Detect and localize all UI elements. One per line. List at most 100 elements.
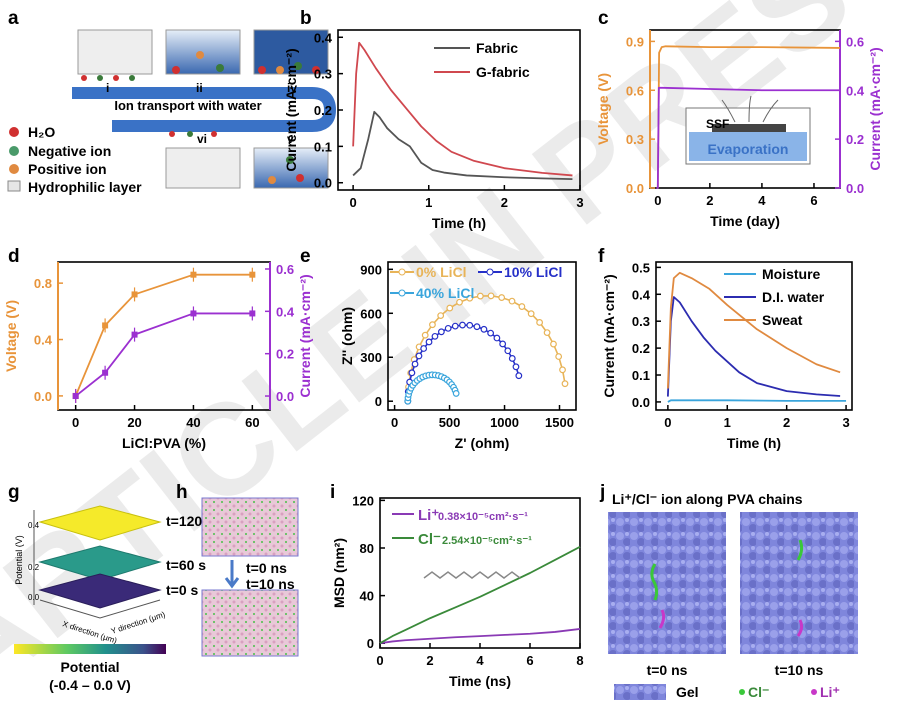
y2-tick-label-c: 0.2 [846, 132, 864, 147]
chart-e: 0 500 1000 1500 0 300 600 900 Z' (ohm) Z'' (ohm) [339, 261, 577, 451]
y-tick-label-e: 300 [360, 350, 382, 365]
series-line-c-1 [656, 86, 840, 189]
y-tick-label-b: 0.2 [314, 103, 332, 118]
legend-di-water: D.I. water [762, 289, 825, 305]
data-point-e-1 [493, 334, 501, 342]
data-point-e-0 [498, 294, 506, 301]
data-point-e-1 [444, 324, 452, 332]
beaker-v [253, 147, 329, 189]
legend-h2o: H₂O [28, 124, 55, 140]
panel-h-md: t=0 ns t=10 ns [201, 497, 299, 657]
data-point-e-0 [437, 312, 445, 320]
x-tick-label-i: 0 [376, 653, 383, 668]
ion-markers [81, 51, 320, 184]
panel-c-inset: SSF Evaporation [685, 95, 811, 165]
legend-marker-40licl [398, 289, 406, 297]
g-ylabel: Potential (V) [14, 535, 24, 585]
panel-label-g: g [8, 482, 20, 503]
y2-axis-title-d: Current (mA·cm⁻²) [297, 274, 313, 397]
panel-label-b: b [300, 8, 312, 29]
g-label-t0: t=0 s [166, 582, 199, 598]
x-tick-label-f: 1 [724, 415, 731, 430]
data-point-e-1 [431, 332, 439, 340]
data-point-e-0 [555, 353, 563, 360]
inset-water [689, 132, 807, 161]
stage-vi: vi [197, 132, 207, 146]
y-axis-title-c: Voltage (V) [595, 73, 611, 145]
data-point-e-1 [420, 345, 428, 352]
stage-i: i [106, 81, 109, 95]
x-axis-title-d: LiCl:PVA (%) [122, 435, 206, 451]
x-tick-label-i: 8 [576, 653, 583, 668]
data-point-e-0 [550, 340, 557, 348]
data-point-e-1 [480, 325, 488, 333]
panel-j-snapshots: Li⁺/Cl⁻ ion along PVA chains t=0 ns t=10… [608, 491, 858, 700]
panel-label-c: c [598, 8, 609, 29]
x-tick-label-c: 6 [810, 193, 817, 208]
y-tick-label-i: 40 [360, 589, 374, 604]
data-point-e-1 [425, 338, 433, 346]
y-tick-label-c: 0.9 [626, 34, 644, 49]
legend-marker-10licl [486, 268, 494, 276]
surface-t120 [38, 505, 162, 541]
x-axis-title-e: Z' (ohm) [455, 435, 510, 451]
y2-tick-label-d: 0.6 [276, 262, 294, 277]
data-point-e-0 [508, 297, 516, 305]
data-point-e-1 [408, 369, 416, 377]
y2-tick-label-d: 0.2 [276, 347, 294, 362]
data-point-e-1 [504, 347, 512, 355]
data-point-e-0 [466, 294, 474, 302]
y-tick-label-f: 0.2 [632, 341, 650, 356]
series-line-i-1 [379, 546, 581, 645]
md-box-t0 [201, 497, 299, 557]
series-line-f-0 [667, 399, 847, 403]
time-arrow [224, 560, 240, 589]
hydrophilic-layer-icon [7, 180, 21, 192]
li-trajectory-t0 [658, 609, 666, 629]
legend-sweat: Sweat [762, 312, 803, 328]
data-point-e-0 [559, 366, 566, 374]
y-tick-label-e: 900 [360, 262, 382, 277]
legend-gel: Gel [676, 684, 699, 700]
y-tick-label-d: 0.8 [34, 276, 52, 291]
x-tick-label-b: 2 [501, 195, 508, 210]
x-tick-label-i: 4 [476, 653, 484, 668]
x-tick-label-e: 500 [439, 415, 461, 430]
panel-label-e: e [300, 246, 311, 267]
series-line-b-1 [352, 41, 573, 177]
data-point-e-1 [415, 352, 423, 360]
panel-i-legend: Li⁺ 0.38×10⁻⁵cm²·s⁻¹ Cl⁻ 2.54×10⁻⁵cm²·s⁻… [392, 507, 532, 579]
inset-ssf-label: SSF [706, 117, 729, 131]
legend-li-dot [811, 689, 817, 695]
cl-trajectory-t10 [796, 539, 804, 561]
legend-fabric: Fabric [476, 40, 518, 56]
data-point-e-1 [487, 329, 495, 337]
y-tick-label-i: 80 [360, 541, 374, 556]
y-tick-label-f: 0.1 [632, 368, 650, 383]
x-tick-label-c: 0 [654, 193, 661, 208]
y-tick-label-i: 120 [352, 493, 374, 508]
x-tick-label-e: 0 [391, 415, 398, 430]
transport-path [72, 87, 337, 132]
j-label-t10: t=10 ns [775, 662, 824, 678]
inset-evaporation-label: Evaporation [708, 141, 789, 157]
colorbar-title: Potential [60, 659, 119, 675]
legend-moisture: Moisture [762, 266, 821, 282]
beaker-i [77, 29, 153, 75]
legend-40licl: 40% LiCl [416, 285, 474, 301]
data-point-e-1 [512, 363, 520, 371]
li-trajectory-t10 [796, 619, 804, 637]
y-tick-label-c: 0.3 [626, 132, 644, 147]
data-point-e-0 [561, 380, 569, 388]
y2-axis-title-c: Current (mA·cm⁻²) [867, 47, 883, 170]
legend-gfabric: G-fabric [476, 64, 530, 80]
x-tick-label-d: 0 [72, 415, 79, 430]
stage-v: v [287, 132, 294, 146]
x-tick-label-d: 60 [245, 415, 259, 430]
j-title: Li⁺/Cl⁻ ion along PVA chains [612, 491, 803, 507]
y-tick-label-b: 0.4 [314, 30, 333, 45]
g-base-axes [39, 599, 161, 619]
y-tick-label-f: 0.4 [632, 287, 651, 302]
